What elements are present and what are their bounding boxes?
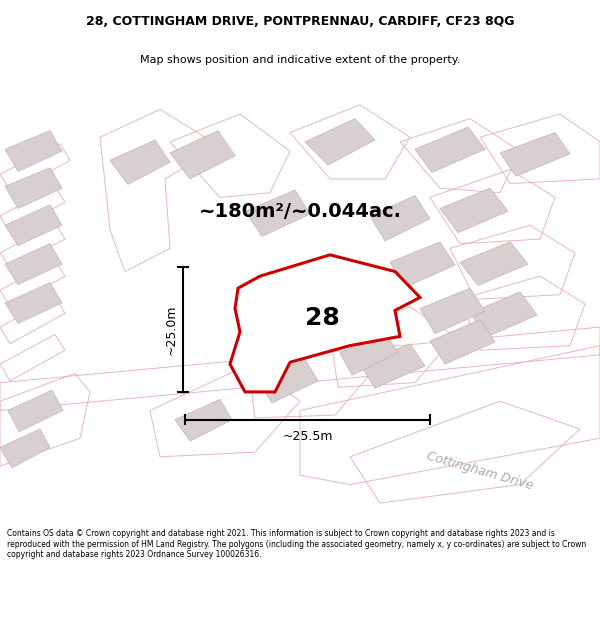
Polygon shape [175,399,232,441]
Polygon shape [430,319,495,364]
Polygon shape [500,132,570,176]
Polygon shape [440,188,508,232]
Polygon shape [8,390,63,432]
Text: Map shows position and indicative extent of the property.: Map shows position and indicative extent… [140,56,460,66]
Polygon shape [5,168,62,209]
Text: ~180m²/~0.044ac.: ~180m²/~0.044ac. [199,202,401,221]
Polygon shape [470,292,537,336]
Text: ~25.0m: ~25.0m [164,304,178,354]
Text: 28: 28 [305,306,340,330]
Polygon shape [5,244,62,284]
Polygon shape [0,429,50,468]
Text: ~25.5m: ~25.5m [282,430,333,443]
Polygon shape [5,205,62,246]
Polygon shape [390,242,455,288]
Text: Cottingham Drive: Cottingham Drive [425,449,535,492]
Polygon shape [360,344,425,388]
Text: Contains OS data © Crown copyright and database right 2021. This information is : Contains OS data © Crown copyright and d… [7,529,586,559]
Polygon shape [460,242,528,286]
Polygon shape [110,140,170,184]
Polygon shape [5,282,62,323]
Polygon shape [420,288,485,334]
Polygon shape [305,119,375,165]
Polygon shape [415,127,485,173]
Polygon shape [370,196,430,241]
Polygon shape [340,332,398,375]
Polygon shape [258,359,318,403]
Polygon shape [230,255,420,392]
Polygon shape [5,131,62,171]
Text: 28, COTTINGHAM DRIVE, PONTPRENNAU, CARDIFF, CF23 8QG: 28, COTTINGHAM DRIVE, PONTPRENNAU, CARDI… [86,15,514,28]
Polygon shape [170,131,235,179]
Polygon shape [245,190,310,236]
